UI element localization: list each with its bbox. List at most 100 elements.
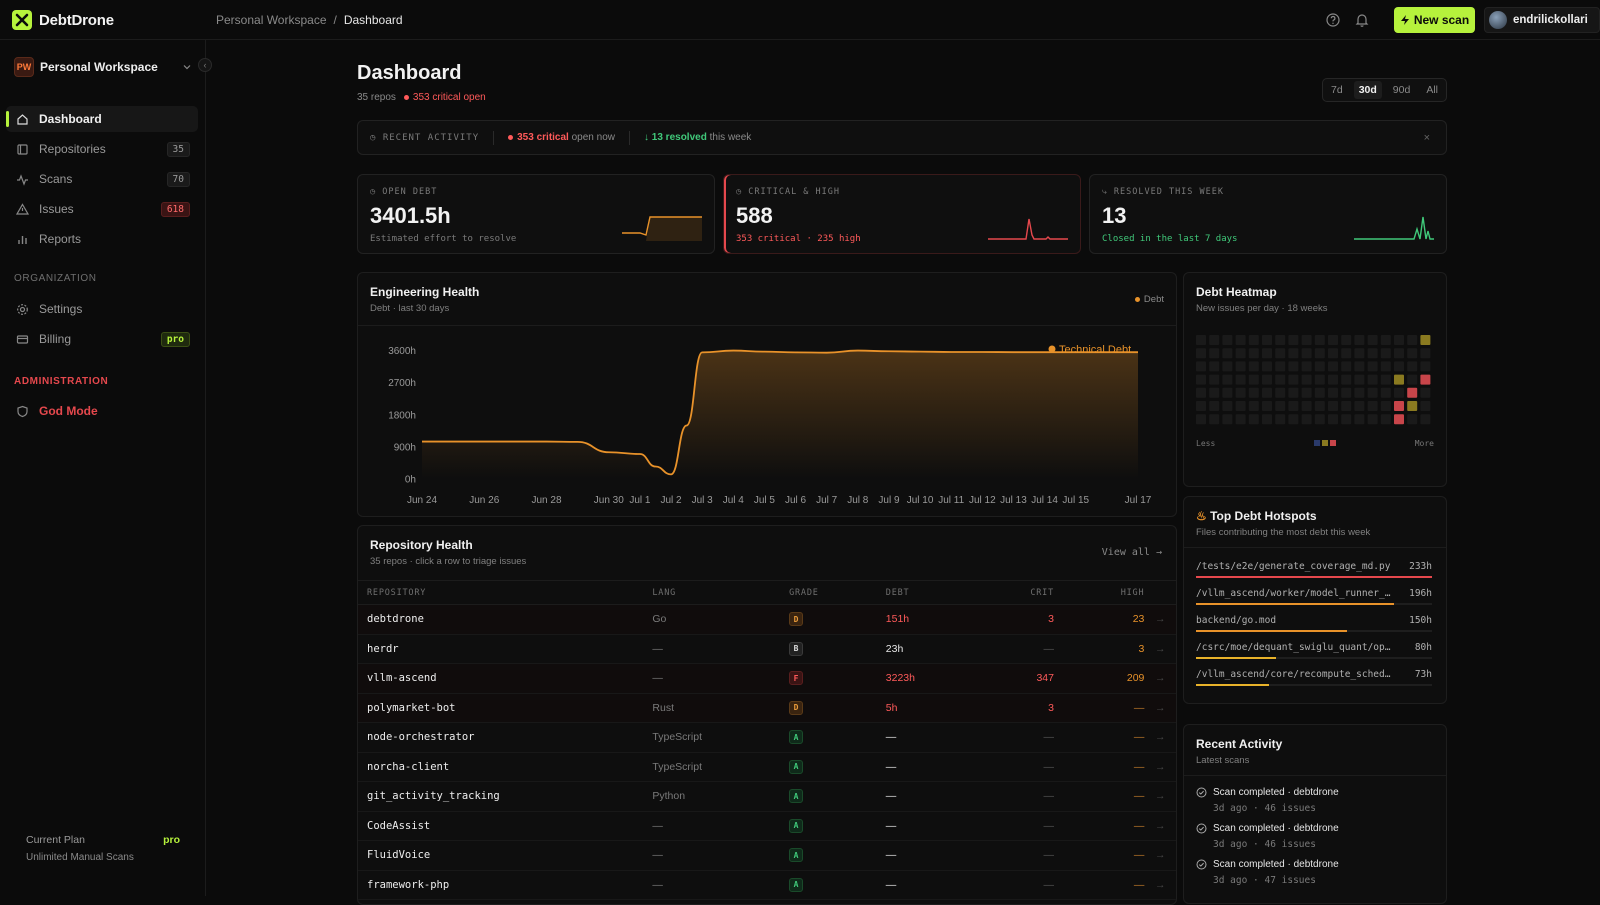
heatmap-cell[interactable]: [1341, 335, 1352, 345]
workspace-switcher[interactable]: PW Personal Workspace: [14, 56, 192, 78]
heatmap-cell[interactable]: [1354, 401, 1365, 411]
col-grade[interactable]: GRADE: [789, 580, 886, 605]
heatmap-cell[interactable]: [1275, 401, 1286, 411]
hotspot-item[interactable]: backend/go.mod 150h: [1196, 613, 1432, 640]
table-row[interactable]: norcha-client TypeScript A — — — →: [358, 752, 1176, 782]
hotspot-item[interactable]: /vllm_ascend/worker/model_runner_v1.… 196…: [1196, 586, 1432, 613]
hotspot-item[interactable]: /vllm_ascend/core/recompute_scheduler… 73…: [1196, 667, 1432, 694]
heatmap-cell[interactable]: [1420, 401, 1431, 411]
heatmap-cell[interactable]: [1328, 374, 1338, 385]
heatmap-cell[interactable]: [1262, 401, 1272, 411]
heatmap-cell[interactable]: [1288, 348, 1299, 359]
heatmap-cell[interactable]: [1248, 335, 1259, 345]
heatmap-cell[interactable]: [1367, 361, 1378, 372]
stat-resolved-week[interactable]: ⤷ RESOLVED THIS WEEK 13 Closed in the la…: [1089, 174, 1447, 254]
heatmap-cell[interactable]: [1341, 348, 1352, 359]
heatmap-cell[interactable]: [1262, 414, 1272, 425]
activity-item[interactable]: Scan completed · debtdrone 3d ago · 46 is…: [1196, 823, 1436, 850]
heatmap-cell[interactable]: [1367, 387, 1378, 398]
sidebar-item-reports[interactable]: Reports: [6, 226, 198, 252]
heatmap-cell[interactable]: [1235, 335, 1246, 345]
sidebar-item-issues[interactable]: Issues 618: [6, 196, 198, 222]
table-row[interactable]: framework-php — A — — — →: [358, 870, 1176, 900]
breadcrumb-workspace[interactable]: Personal Workspace: [216, 13, 327, 27]
heatmap-cell[interactable]: [1196, 387, 1206, 398]
heatmap-cell[interactable]: [1341, 387, 1352, 398]
heatmap-cell[interactable]: [1222, 414, 1233, 425]
table-row[interactable]: node-orchestrator TypeScript A — — — →: [358, 722, 1176, 753]
heatmap-cell[interactable]: [1380, 414, 1391, 425]
heatmap-cell[interactable]: [1367, 401, 1378, 411]
heatmap-cell[interactable]: [1248, 414, 1259, 425]
heatmap-cell[interactable]: [1314, 387, 1325, 398]
heatmap-cell[interactable]: [1367, 414, 1378, 425]
heatmap-cell[interactable]: [1314, 348, 1325, 359]
col-lang[interactable]: LANG: [652, 580, 790, 605]
close-icon[interactable]: ×: [1423, 131, 1430, 144]
heatmap-cell[interactable]: [1262, 348, 1272, 359]
col-high[interactable]: HIGH: [1053, 580, 1145, 605]
heatmap-cell[interactable]: [1380, 361, 1391, 372]
heatmap-cell[interactable]: [1314, 401, 1325, 411]
heatmap-cell[interactable]: [1341, 414, 1352, 425]
heatmap-cell[interactable]: [1262, 387, 1272, 398]
range-all[interactable]: All: [1426, 84, 1438, 96]
heatmap-cell[interactable]: [1328, 401, 1338, 411]
heatmap-cell[interactable]: [1301, 387, 1312, 398]
heatmap-cell[interactable]: [1196, 361, 1206, 372]
heatmap-cell[interactable]: [1407, 361, 1418, 372]
range-30d[interactable]: 30d: [1353, 81, 1382, 99]
heatmap-cell[interactable]: [1222, 335, 1233, 345]
heatmap-cell[interactable]: [1420, 414, 1431, 425]
heatmap-cell[interactable]: [1262, 335, 1272, 345]
stat-open-debt[interactable]: ◷ OPEN DEBT 3401.5h Estimated effort to …: [357, 174, 715, 254]
heatmap-cell[interactable]: [1196, 348, 1206, 359]
heatmap-cell[interactable]: [1248, 387, 1259, 398]
heatmap-cell[interactable]: [1275, 348, 1286, 359]
heatmap-cell[interactable]: [1196, 414, 1206, 425]
table-row[interactable]: herdr — B 23h —3 →: [358, 634, 1176, 664]
range-7d[interactable]: 7d: [1331, 84, 1343, 96]
table-row[interactable]: polymarket-bot Rust D 5h 3— →: [358, 693, 1176, 723]
heatmap-cell[interactable]: [1288, 374, 1299, 385]
heatmap-cell[interactable]: [1262, 374, 1272, 385]
heatmap-cell[interactable]: [1380, 387, 1391, 398]
hotspot-item[interactable]: /tests/e2e/generate_coverage_md.py 233h: [1196, 559, 1432, 586]
sidebar-item-dashboard[interactable]: Dashboard: [6, 106, 198, 132]
heatmap-cell[interactable]: [1196, 335, 1206, 345]
hotspot-item[interactable]: /csrc/moe/dequant_swiglu_quant/op_hos… 80…: [1196, 640, 1432, 667]
heatmap-cell[interactable]: [1209, 361, 1220, 372]
heatmap-cell[interactable]: [1222, 348, 1233, 359]
heatmap-cell[interactable]: [1288, 335, 1299, 345]
heatmap-cell[interactable]: [1407, 414, 1418, 425]
sidebar-item-settings[interactable]: Settings: [6, 296, 198, 322]
sidebar-item-billing[interactable]: Billing pro: [6, 326, 198, 352]
heatmap-cell[interactable]: [1354, 361, 1365, 372]
heatmap-cell[interactable]: [1248, 374, 1259, 385]
heatmap-cell[interactable]: [1301, 414, 1312, 425]
heatmap-cell[interactable]: [1394, 414, 1404, 425]
user-menu[interactable]: endrilickollari: [1484, 7, 1600, 33]
heatmap-cell[interactable]: [1301, 335, 1312, 345]
heatmap-cell[interactable]: [1380, 335, 1391, 345]
heatmap-cell[interactable]: [1222, 401, 1233, 411]
heatmap-cell[interactable]: [1288, 401, 1299, 411]
heatmap-cell[interactable]: [1314, 374, 1325, 385]
stat-critical-high[interactable]: ◷ CRITICAL & HIGH 588 353 critical · 235…: [723, 174, 1081, 254]
heatmap-cell[interactable]: [1262, 361, 1272, 372]
bell-icon[interactable]: [1354, 12, 1370, 28]
heatmap-cell[interactable]: [1275, 374, 1286, 385]
heatmap-cell[interactable]: [1354, 348, 1365, 359]
heatmap-cell[interactable]: [1407, 374, 1418, 385]
heatmap-cell[interactable]: [1235, 401, 1246, 411]
heatmap-cell[interactable]: [1222, 387, 1233, 398]
activity-item[interactable]: Scan completed · debtdrone 3d ago · 47 is…: [1196, 859, 1436, 886]
heatmap-cell[interactable]: [1420, 374, 1431, 385]
collapse-sidebar-button[interactable]: ‹: [198, 58, 212, 72]
heatmap-cell[interactable]: [1420, 335, 1431, 345]
heatmap-cell[interactable]: [1196, 401, 1206, 411]
heatmap-cell[interactable]: [1235, 348, 1246, 359]
heatmap-cell[interactable]: [1235, 387, 1246, 398]
heatmap-cell[interactable]: [1314, 361, 1325, 372]
heatmap-cell[interactable]: [1301, 401, 1312, 411]
